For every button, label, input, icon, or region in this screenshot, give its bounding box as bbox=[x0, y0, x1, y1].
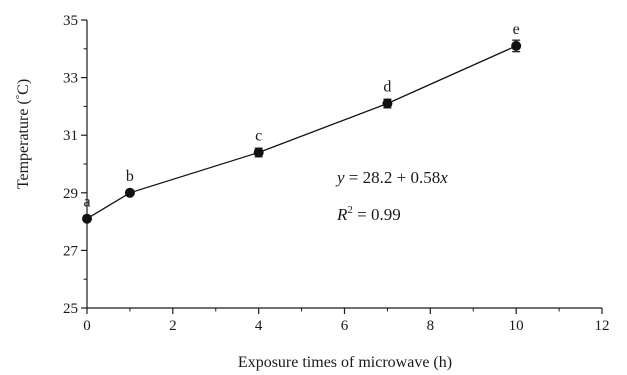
point-label: d bbox=[383, 79, 391, 96]
series-layer: a b c d e bbox=[82, 21, 522, 224]
point-label: a bbox=[83, 194, 90, 211]
y-tick-label: 35 bbox=[63, 13, 78, 29]
r-squared-body: = 0.99 bbox=[353, 205, 401, 224]
x-tick-label: 10 bbox=[509, 318, 524, 334]
x-axis-title: Exposure times of microwave (h) bbox=[238, 354, 452, 371]
x-tick-label: 6 bbox=[341, 318, 349, 334]
r-squared-exponent: 2 bbox=[347, 204, 353, 216]
equation-annotation: y = 28.2 + 0.58x bbox=[335, 168, 448, 187]
y-tick-label: 33 bbox=[63, 71, 78, 87]
y-tick-label: 31 bbox=[63, 128, 78, 144]
x-tick-label: 4 bbox=[255, 318, 263, 334]
axes: 0 2 4 6 8 10 12 25 27 29 31 33 35 bbox=[63, 13, 610, 334]
y-tick-label: 29 bbox=[63, 186, 78, 202]
point-label: b bbox=[126, 168, 134, 185]
y-tick-label: 25 bbox=[63, 301, 78, 317]
data-point bbox=[82, 213, 92, 224]
point-label: e bbox=[513, 21, 520, 38]
data-point bbox=[511, 40, 522, 51]
data-point bbox=[382, 98, 393, 109]
r-squared-annotation: R2 = 0.99 bbox=[336, 204, 401, 224]
x-tick-label: 2 bbox=[169, 318, 177, 334]
equation-x: x bbox=[439, 168, 448, 187]
y-tick-label: 27 bbox=[63, 243, 79, 259]
x-tick-label: 0 bbox=[83, 318, 91, 334]
series-line bbox=[86, 45, 517, 220]
r-squared-r: R bbox=[336, 205, 348, 224]
y-axis-title: Temperature (°C) bbox=[14, 79, 32, 189]
x-tick-label: 8 bbox=[427, 318, 435, 334]
y-axis-title-degree: ° bbox=[14, 95, 26, 99]
point-label: c bbox=[255, 127, 262, 144]
data-point bbox=[124, 187, 135, 198]
y-axis-title-part-1: Temperature ( bbox=[15, 99, 32, 189]
x-tick-label: 12 bbox=[595, 318, 610, 334]
equation-y: y bbox=[335, 168, 345, 187]
y-axis-title-part-2: C) bbox=[15, 79, 32, 95]
data-point bbox=[253, 147, 264, 158]
equation-body: = 28.2 + 0.58 bbox=[345, 168, 441, 187]
